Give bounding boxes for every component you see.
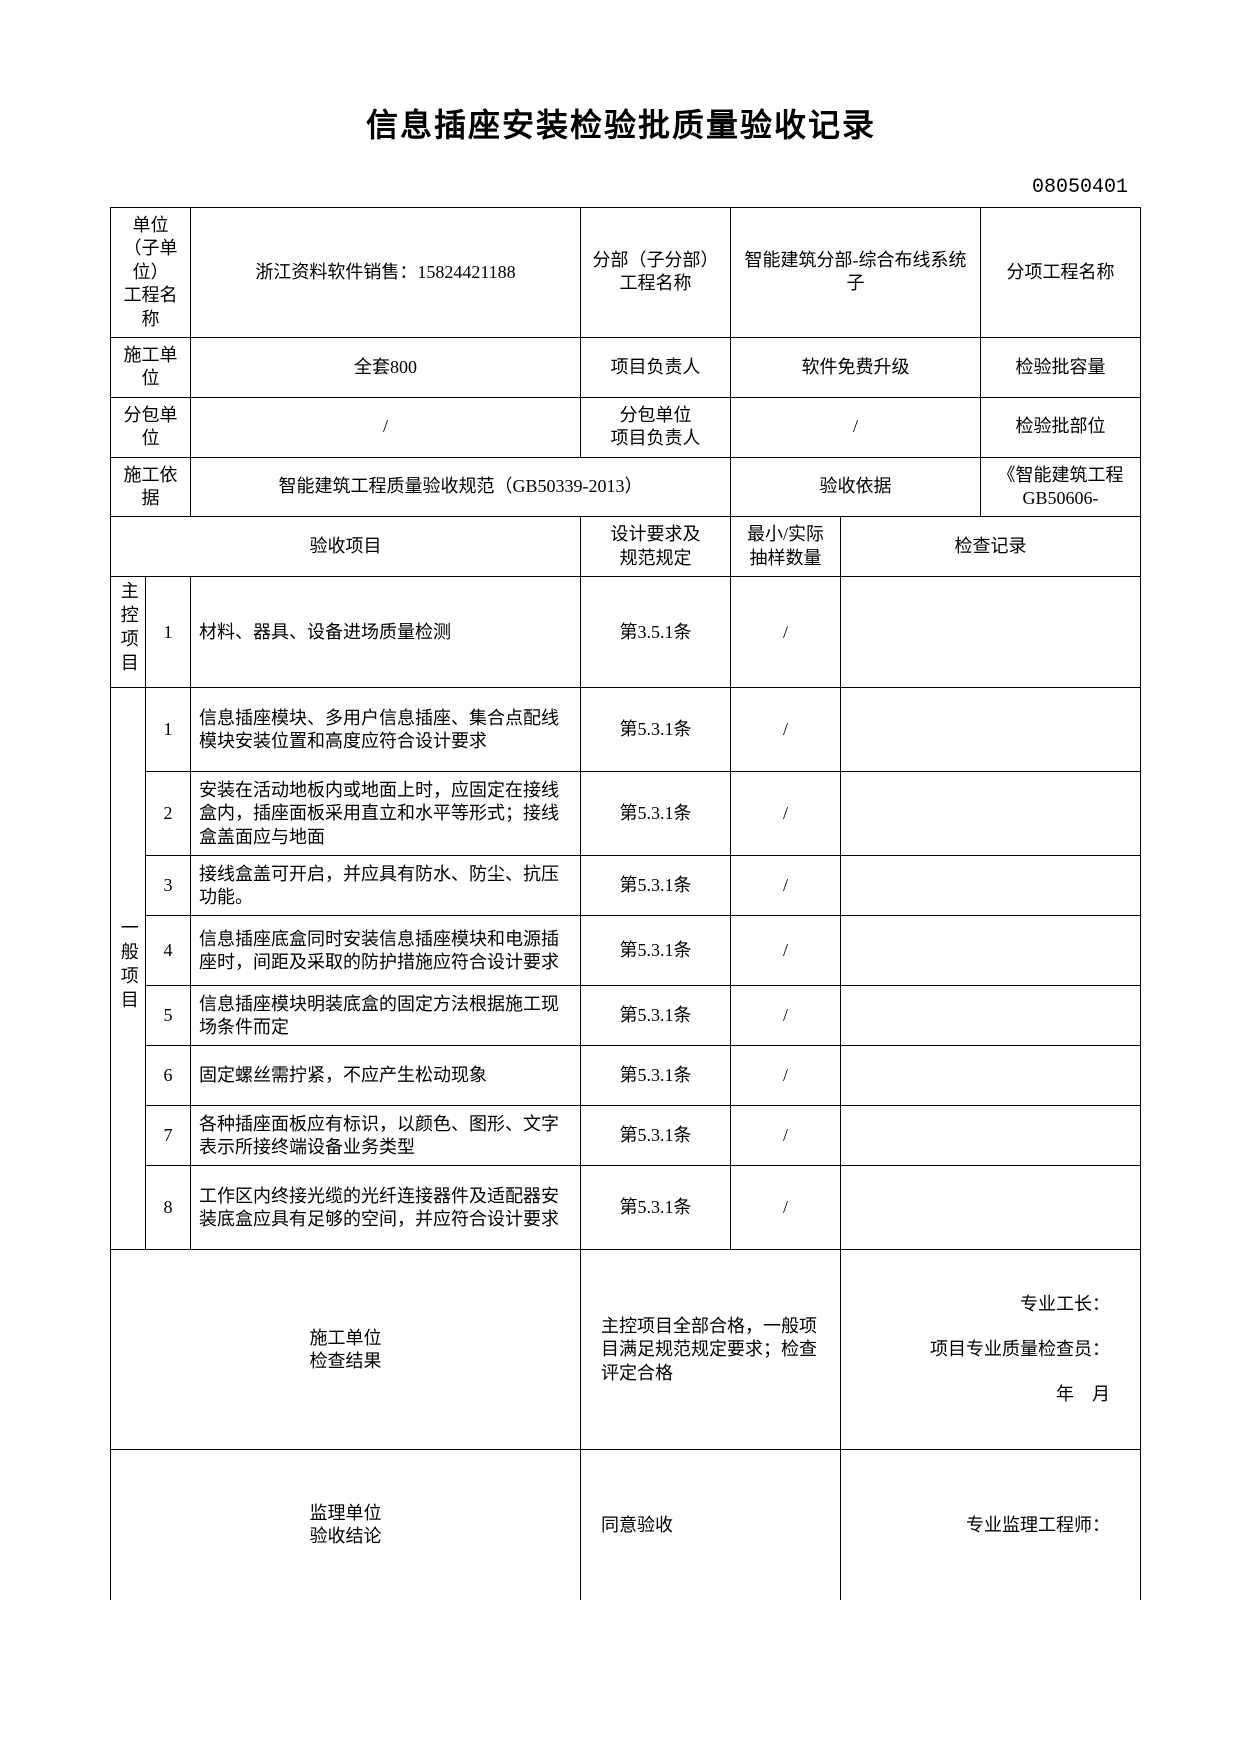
page-title: 信息插座安装检验批质量验收记录 <box>110 100 1132 146</box>
subdiv-label: 分部（子分部） 工程名称 <box>581 208 731 338</box>
foreman-sig: 专业工长： <box>871 1282 1110 1327</box>
main-item-sample: / <box>731 577 841 688</box>
project-leader-value: 软件免费升级 <box>731 337 981 397</box>
gen-item-num: 6 <box>146 1046 191 1106</box>
gen-item-sample: / <box>731 1046 841 1106</box>
main-item-desc: 材料、器具、设备进场质量检测 <box>191 577 581 688</box>
project-leader-label: 项目负责人 <box>581 337 731 397</box>
gen-item-record <box>841 1166 1141 1250</box>
acceptance-basis-label: 验收依据 <box>731 457 981 517</box>
gen-item-num: 1 <box>146 688 191 772</box>
unit-project-label: 单位（子单位） 工程名称 <box>111 208 191 338</box>
construction-basis-label: 施工依据 <box>111 457 191 517</box>
gen-item-req: 第5.3.1条 <box>581 1166 731 1250</box>
acceptance-basis-value: 《智能建筑工程 GB50606- <box>981 457 1141 517</box>
subcontractor-value: / <box>191 397 581 457</box>
gen-item-desc: 工作区内终接光缆的光纤连接器件及适配器安装底盒应具有足够的空间，并应符合设计要求 <box>191 1166 581 1250</box>
gen-item-sample: / <box>731 772 841 856</box>
gen-item-desc: 信息插座底盒同时安装信息插座模块和电源插座时，间距及采取的防护措施应符合设计要求 <box>191 916 581 986</box>
col-record: 检查记录 <box>841 517 1141 577</box>
gen-item-record <box>841 1046 1141 1106</box>
gen-item-req: 第5.3.1条 <box>581 856 731 916</box>
construction-result-label: 施工单位 检查结果 <box>111 1250 581 1450</box>
gen-item-record <box>841 772 1141 856</box>
gen-item-num: 4 <box>146 916 191 986</box>
gen-item-sample: / <box>731 1166 841 1250</box>
gen-item-num: 2 <box>146 772 191 856</box>
gen-item-record <box>841 856 1141 916</box>
gen-item-sample: / <box>731 1106 841 1166</box>
construction-signature-block: 专业工长： 项目专业质量检查员： 年 月 <box>841 1250 1141 1450</box>
subcontractor-leader-value: / <box>731 397 981 457</box>
gen-item-num: 7 <box>146 1106 191 1166</box>
construction-unit-value: 全套800 <box>191 337 581 397</box>
subcontractor-label: 分包单位 <box>111 397 191 457</box>
quality-inspector-sig: 项目专业质量检查员： <box>871 1327 1110 1372</box>
gen-item-desc: 信息插座模块、多用户信息插座、集合点配线模块安装位置和高度应符合设计要求 <box>191 688 581 772</box>
supervision-text: 同意验收 <box>581 1450 841 1600</box>
construction-unit-label: 施工单位 <box>111 337 191 397</box>
gen-item-req: 第5.3.1条 <box>581 1106 731 1166</box>
document-number: 08050401 <box>110 176 1132 199</box>
col-sample: 最小/实际 抽样数量 <box>731 517 841 577</box>
date-line: 年 月 <box>871 1372 1110 1417</box>
gen-item-sample: / <box>731 916 841 986</box>
gen-item-req: 第5.3.1条 <box>581 688 731 772</box>
col-requirement: 设计要求及 规范规定 <box>581 517 731 577</box>
gen-item-record <box>841 916 1141 986</box>
gen-item-desc: 各种插座面板应有标识，以颜色、图形、文字表示所接终端设备业务类型 <box>191 1106 581 1166</box>
gen-item-record <box>841 688 1141 772</box>
gen-item-num: 3 <box>146 856 191 916</box>
gen-item-record <box>841 986 1141 1046</box>
gen-item-record <box>841 1106 1141 1166</box>
gen-item-desc: 固定螺丝需拧紧，不应产生松动现象 <box>191 1046 581 1106</box>
general-items-label: 一般项目 <box>111 688 146 1250</box>
gen-item-sample: / <box>731 688 841 772</box>
main-item-record <box>841 577 1141 688</box>
supervision-label: 监理单位 验收结论 <box>111 1450 581 1600</box>
gen-item-desc: 信息插座模块明装底盒的固定方法根据施工现场条件而定 <box>191 986 581 1046</box>
gen-item-desc: 安装在活动地板内或地面上时，应固定在接线盒内，插座面板采用直立和水平等形式；接线… <box>191 772 581 856</box>
inspection-form-table: 单位（子单位） 工程名称 浙江资料软件销售：15824421188 分部（子分部… <box>110 207 1141 1600</box>
batch-location-label: 检验批部位 <box>981 397 1141 457</box>
gen-item-sample: / <box>731 856 841 916</box>
construction-result-text: 主控项目全部合格，一般项目满足规范规定要求；检查评定合格 <box>581 1250 841 1450</box>
main-control-label: 主控项目 <box>111 577 146 688</box>
main-item-num: 1 <box>146 577 191 688</box>
main-item-req: 第3.5.1条 <box>581 577 731 688</box>
gen-item-req: 第5.3.1条 <box>581 986 731 1046</box>
gen-item-desc: 接线盒盖可开启，并应具有防水、防尘、抗压功能。 <box>191 856 581 916</box>
construction-basis-value: 智能建筑工程质量验收规范（GB50339-2013） <box>191 457 731 517</box>
gen-item-sample: / <box>731 986 841 1046</box>
subcontractor-leader-label: 分包单位 项目负责人 <box>581 397 731 457</box>
gen-item-num: 8 <box>146 1166 191 1250</box>
subitem-label: 分项工程名称 <box>981 208 1141 338</box>
subdiv-value: 智能建筑分部-综合布线系统子 <box>731 208 981 338</box>
gen-item-req: 第5.3.1条 <box>581 772 731 856</box>
col-item: 验收项目 <box>111 517 581 577</box>
gen-item-req: 第5.3.1条 <box>581 1046 731 1106</box>
gen-item-num: 5 <box>146 986 191 1046</box>
gen-item-req: 第5.3.1条 <box>581 916 731 986</box>
batch-capacity-label: 检验批容量 <box>981 337 1141 397</box>
supervision-signature: 专业监理工程师： <box>841 1450 1141 1600</box>
unit-project-value: 浙江资料软件销售：15824421188 <box>191 208 581 338</box>
